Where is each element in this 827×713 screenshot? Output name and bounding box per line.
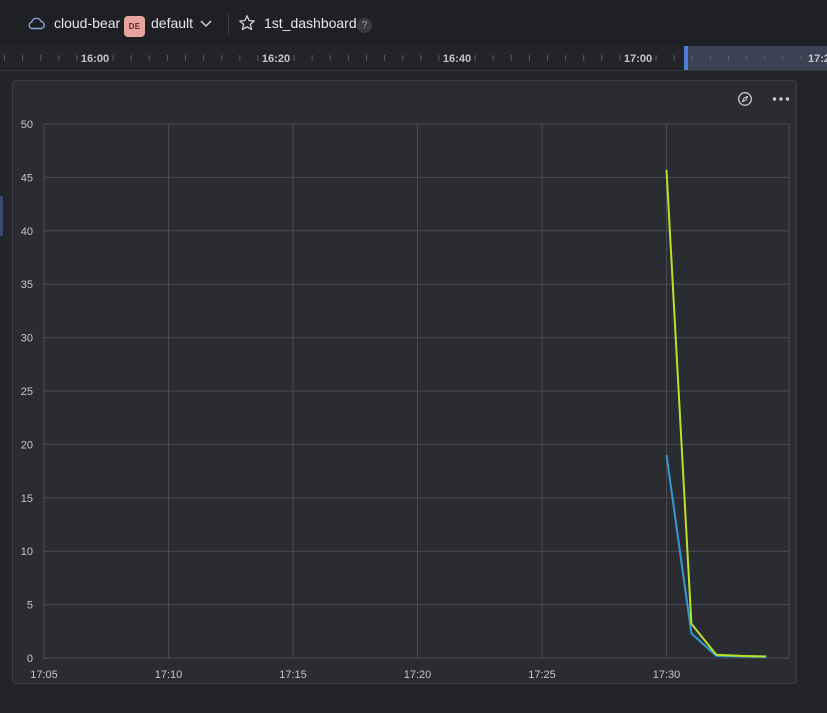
x-tick-label: 17:10	[155, 669, 183, 681]
y-tick-label: 25	[21, 386, 33, 398]
y-tick-label: 40	[21, 226, 33, 238]
x-tick-label: 17:20	[404, 669, 432, 681]
x-tick-label: 17:05	[30, 669, 58, 681]
series-line-2	[667, 170, 767, 657]
y-tick-label: 5	[27, 600, 33, 612]
y-tick-label: 35	[21, 279, 33, 291]
x-tick-label: 17:15	[279, 669, 307, 681]
y-tick-label: 20	[21, 439, 33, 451]
y-tick-label: 0	[27, 653, 33, 665]
y-tick-label: 30	[21, 333, 33, 345]
series-line-1	[667, 455, 767, 657]
x-tick-label: 17:25	[528, 669, 556, 681]
y-tick-label: 45	[21, 172, 33, 184]
y-tick-label: 10	[21, 546, 33, 558]
bottom-strip	[0, 694, 827, 713]
y-tick-label: 15	[21, 493, 33, 505]
y-tick-label: 50	[21, 119, 33, 131]
x-tick-label: 17:30	[653, 669, 681, 681]
